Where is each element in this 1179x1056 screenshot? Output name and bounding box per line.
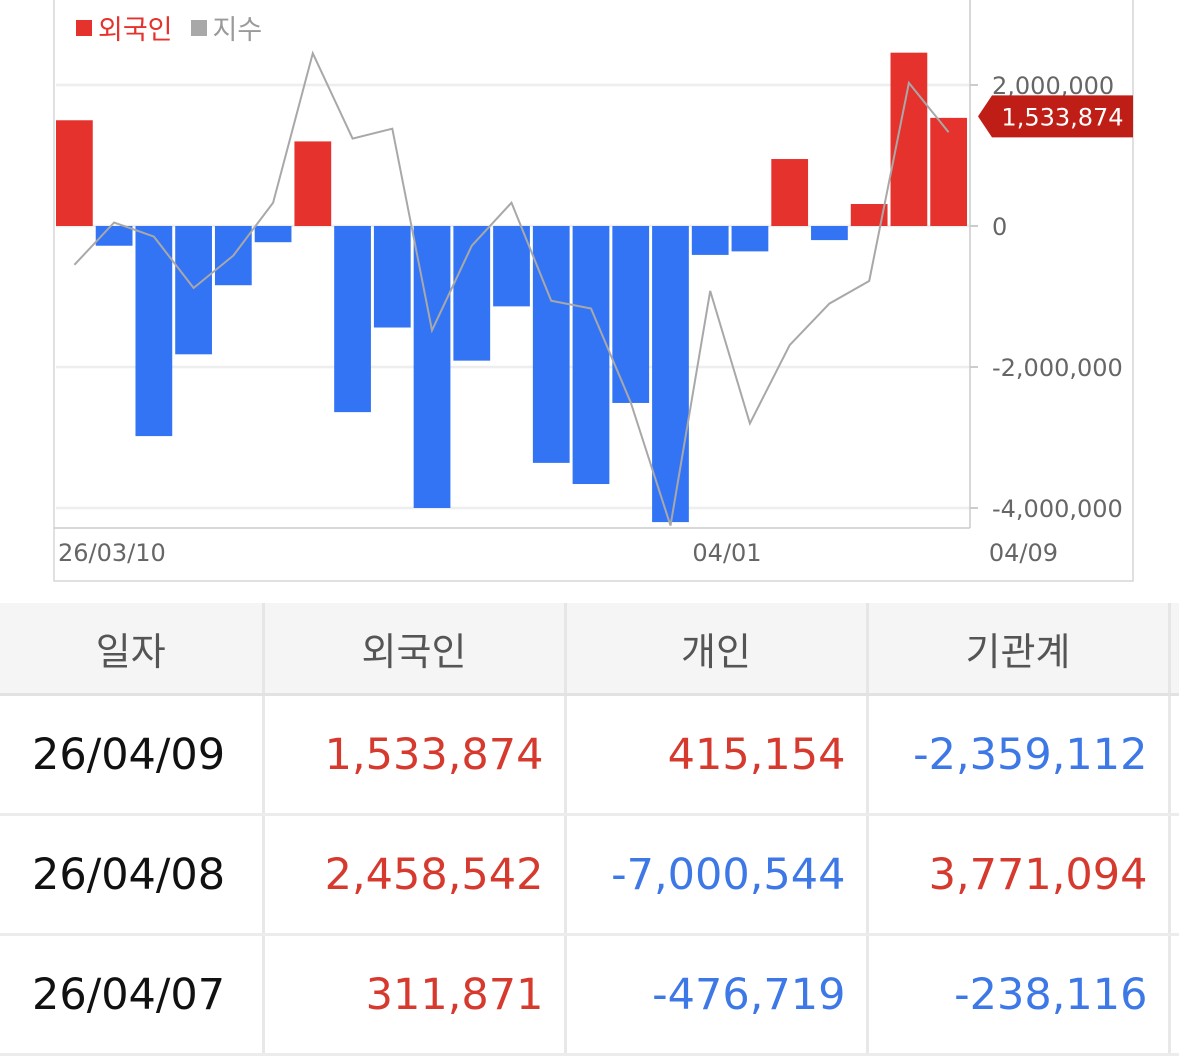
table-row[interactable]: 26/04/07 311,871 -476,719 -238,116 [0,934,1179,1056]
header-institution[interactable]: 기관계 [865,603,1169,696]
cell-date: 26/04/09 [0,694,263,816]
y-tick-label: -2,000,000 [992,354,1123,382]
foreign-bar [930,117,968,226]
cell-edge [1167,934,1179,1056]
foreign-bar [890,52,928,226]
legend-item-foreign: 외국인 [76,8,173,47]
cell-date: 26/04/08 [0,814,263,936]
cell-edge [1167,694,1179,816]
foreign-bar [373,226,411,328]
foreign-bar [811,226,848,241]
header-edge [1167,603,1179,696]
cell-foreign: 311,871 [261,934,565,1056]
latest-value-callout [978,95,1133,138]
cell-edge [1167,814,1179,936]
x-tick-label: 04/09 [989,539,1058,567]
cell-institution: -238,116 [865,934,1169,1056]
header-date[interactable]: 일자 [0,603,263,696]
foreign-bar [453,226,491,361]
chart-svg: 2,000,000 0 -2,000,000 -4,000,000 1,533,874 2… [53,0,1134,582]
foreign-bar [771,159,809,226]
table-row[interactable]: 26/04/08 2,458,542 -7,000,544 3,771,094 [0,814,1179,936]
foreign-bar [652,226,689,523]
legend-item-index: 지수 [190,8,263,47]
latest-value-label: 1,533,874 [1001,103,1123,131]
header-foreign[interactable]: 외국인 [261,603,565,696]
foreign-bar [612,226,650,403]
cell-institution: 3,771,094 [865,814,1169,936]
chart-legend: 외국인 지수 [76,8,280,47]
foreign-bar [254,226,292,243]
foreign-bar [532,226,570,463]
foreign-bar [850,204,888,226]
index-line [73,50,950,526]
legend-label-index: 지수 [212,15,263,46]
foreign-bar [294,141,332,226]
cell-individual: 415,154 [563,694,867,816]
foreign-bar [175,226,212,355]
y-tick-label: -4,000,000 [992,495,1123,523]
y-tick-label: 0 [992,213,1007,241]
legend-swatch-foreign [76,19,92,36]
table-header-row: 일자 외국인 개인 기관계 [0,603,1179,696]
foreign-bar [691,226,729,255]
cell-foreign: 2,458,542 [261,814,565,936]
cell-individual: -7,000,544 [563,814,867,936]
cell-foreign: 1,533,874 [261,694,565,816]
foreign-bar [56,120,93,226]
legend-label-foreign: 외국인 [98,15,173,46]
table-row[interactable]: 26/04/09 1,533,874 415,154 -2,359,112 [0,694,1179,816]
header-individual[interactable]: 개인 [563,603,867,696]
foreign-bar [731,226,769,252]
cell-individual: -476,719 [563,934,867,1056]
x-tick-label: 04/01 [692,539,761,567]
foreign-bar [572,226,610,485]
cell-date: 26/04/07 [0,934,263,1056]
legend-swatch-index [190,19,207,36]
foreign-bar [334,226,371,413]
investor-chart: 2,000,000 0 -2,000,000 -4,000,000 1,533,874 2… [53,0,1134,582]
y-tick-label: 2,000,000 [992,72,1114,100]
chart-frame [53,0,1134,582]
foreign-bar [135,226,173,437]
cell-institution: -2,359,112 [865,694,1169,816]
foreign-bar [493,226,530,307]
x-tick-label: 26/03/10 [58,539,166,567]
investor-table: 일자 외국인 개인 기관계 26/04/09 1,533,874 415,154… [0,603,1179,1056]
